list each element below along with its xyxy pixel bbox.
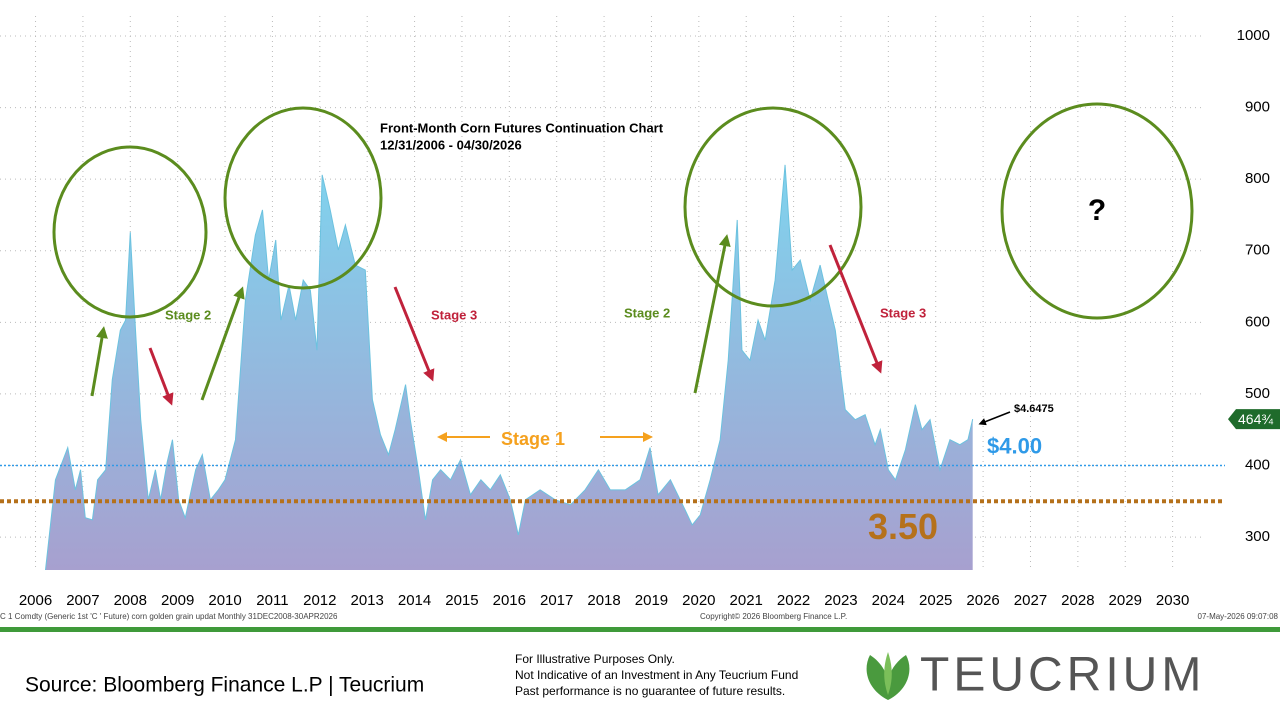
y-tick-label: 400 (1245, 456, 1270, 473)
x-tick-label: 2026 (966, 592, 999, 609)
logo-icon (866, 652, 910, 700)
annotation: Stage 2 (624, 305, 670, 320)
brand: TEUCRIUM (920, 649, 1205, 702)
footer-text: 07-May-2026 09:07:08 (1198, 612, 1279, 621)
x-tick-label: 2019 (635, 592, 668, 609)
circle (683, 106, 863, 308)
x-tick-label: 2023 (824, 592, 857, 609)
y-tick-label: 1000 (1237, 27, 1270, 44)
arrow (828, 244, 883, 374)
footer-bar (0, 627, 1280, 632)
x-tick-label: 2021 (730, 592, 763, 609)
arrow (148, 347, 174, 406)
x-tick-label: 2025 (919, 592, 952, 609)
circle (223, 106, 383, 290)
chart-title: Front-Month Corn Futures Continuation Ch… (380, 120, 664, 135)
x-tick-label: 2009 (161, 592, 194, 609)
disclaimer: Not Indicative of an Investment in Any T… (515, 668, 798, 682)
x-tick-label: 2010 (208, 592, 241, 609)
y-tick-label: 800 (1245, 170, 1270, 187)
arrow (200, 286, 245, 401)
annotation-shapes (52, 102, 1194, 442)
annotation: ? (1088, 194, 1106, 227)
x-tick-label: 2006 (19, 592, 52, 609)
x-tick-label: 2018 (587, 592, 620, 609)
plot: 300 400 500 600 700 800 900 1000 2006 2007 2008 200… (0, 16, 1280, 609)
x-tick-label: 2015 (445, 592, 478, 609)
y-tick-label: 300 (1245, 528, 1270, 545)
y-tick-label: 600 (1245, 313, 1270, 330)
x-tick-label: 2014 (398, 592, 431, 609)
reference-label: 3.50 (868, 506, 938, 547)
arrow (90, 326, 108, 397)
disclaimer: For Illustrative Purposes Only. (515, 652, 675, 666)
x-tick-label: 2020 (682, 592, 715, 609)
footer-text: C 1 Comdty (Generic 1st 'C ' Future) cor… (0, 612, 338, 621)
x-tick-label: 2008 (114, 592, 147, 609)
x-tick-label: 2013 (350, 592, 383, 609)
x-tick-label: 2017 (540, 592, 573, 609)
circle (52, 145, 208, 319)
last-value-tag (1228, 409, 1280, 430)
y-tick-label: 700 (1245, 242, 1270, 259)
x-tick-label: 2022 (777, 592, 810, 609)
arrow (693, 234, 731, 394)
source: Source: Bloomberg Finance L.P | Teucrium (25, 674, 424, 697)
disclaimer: Past performance is no guarantee of futu… (515, 684, 785, 698)
annotation: Stage 3 (431, 307, 477, 322)
x-tick-label: 2012 (303, 592, 336, 609)
y-tick-label: 900 (1245, 99, 1270, 116)
last-value-label: 464¾ (1238, 411, 1273, 427)
annotation: Stage 1 (501, 429, 565, 449)
arrow (978, 411, 1011, 426)
y-tick-label: 500 (1245, 385, 1270, 402)
circle (1000, 102, 1194, 320)
arrow (393, 286, 435, 382)
x-tick-label: 2028 (1061, 592, 1094, 609)
footer-text: Copyright© 2026 Bloomberg Finance L.P. (700, 612, 847, 621)
x-tick-label: 2011 (256, 592, 288, 609)
x-tick-label: 2027 (1014, 592, 1047, 609)
x-tick-label: 2030 (1156, 592, 1189, 609)
annotation: Stage 2 (165, 307, 211, 322)
x-tick-label: 2029 (1109, 592, 1142, 609)
x-tick-label: 2007 (66, 592, 99, 609)
area (45, 164, 973, 571)
chart-subtitle: 12/31/2006 - 04/30/2026 (380, 137, 522, 152)
x-tick-label: 2016 (493, 592, 526, 609)
line (44, 164, 974, 571)
x-tick-label: 2024 (872, 592, 905, 609)
annotation: Stage 3 (880, 305, 926, 320)
reference-label: $4.00 (987, 433, 1042, 458)
annotation: $4.6475 (1014, 403, 1054, 415)
